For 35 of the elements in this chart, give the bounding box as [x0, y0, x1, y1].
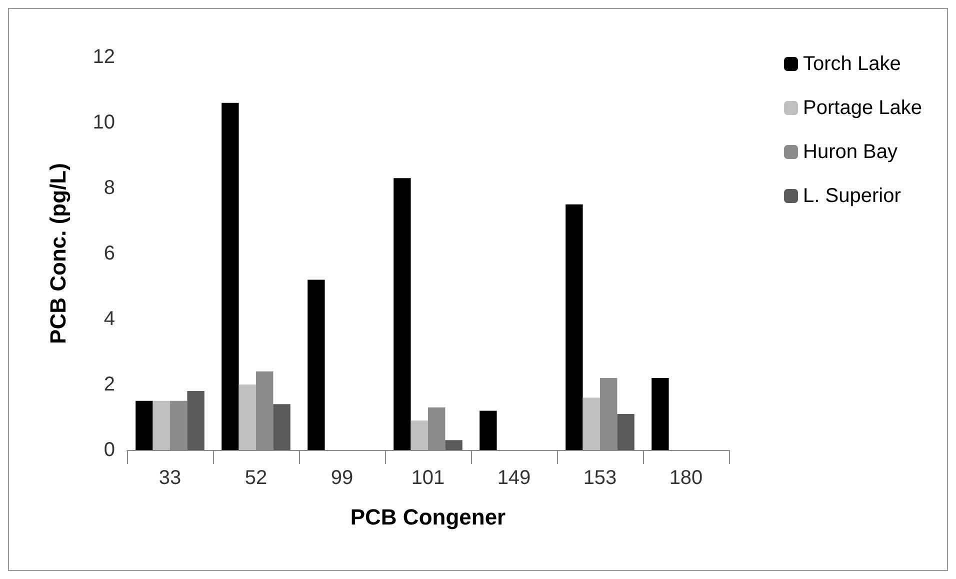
bar: [652, 378, 669, 450]
x-tick-label: 99: [330, 467, 354, 489]
y-tick-label: 10: [92, 112, 115, 134]
bar: [187, 391, 204, 450]
y-tick-label: 0: [104, 439, 115, 461]
y-tick-label: 6: [104, 242, 115, 264]
y-axis-title: PCB Conc. (pg/L): [46, 163, 70, 344]
x-tick-label: 153: [583, 467, 617, 489]
bar: [394, 178, 411, 450]
bar: [617, 414, 634, 450]
bar: [445, 440, 462, 450]
y-tick-label: 4: [104, 308, 115, 330]
bar: [308, 280, 325, 450]
bar: [566, 204, 583, 450]
bar: [582, 398, 600, 450]
bar: [480, 410, 497, 450]
x-tick-label: 33: [158, 467, 182, 489]
bar: [238, 384, 256, 450]
legend-label: L. Superior: [803, 185, 902, 207]
y-tick-label: 2: [104, 374, 115, 396]
legend-label: Huron Bay: [803, 141, 898, 163]
legend-label: Torch Lake: [803, 53, 901, 75]
x-tick-label: 149: [497, 467, 531, 489]
bar: [222, 102, 239, 450]
x-tick-label: 101: [411, 467, 445, 489]
bar: [136, 400, 153, 450]
x-axis-title: PCB Congener: [350, 504, 506, 530]
y-tick-label: 12: [92, 46, 115, 68]
x-tick-label: 180: [669, 467, 703, 489]
bar: [410, 420, 428, 450]
y-tick-label: 8: [104, 177, 115, 199]
bar: [273, 404, 290, 450]
x-tick-label: 52: [244, 467, 268, 489]
bar: [152, 400, 170, 450]
legend-label: Portage Lake: [803, 97, 922, 119]
